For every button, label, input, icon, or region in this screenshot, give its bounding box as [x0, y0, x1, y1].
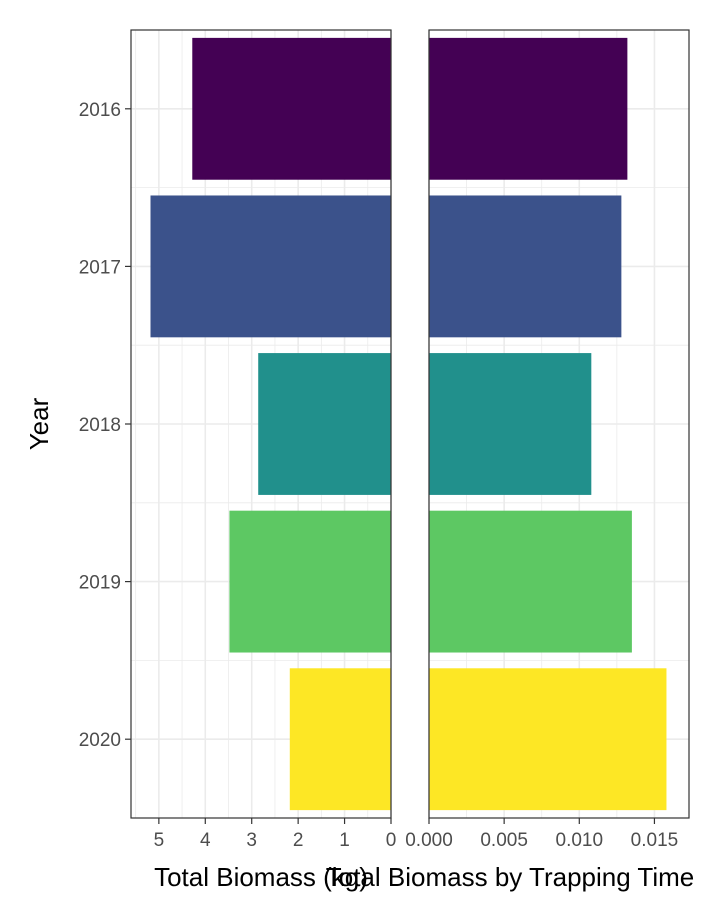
y-tick-label: 2016: [79, 100, 121, 121]
left-x-tick-label: 1: [339, 830, 350, 851]
y-tick-label: 2017: [79, 257, 121, 278]
right-panel-border: [428, 29, 690, 819]
y-axis-title: Year: [24, 397, 54, 450]
right-x-tick-label: 0.005: [480, 830, 528, 851]
left-bar-2018: [258, 353, 391, 495]
y-axis: 2016 2017 2018 2019 2020: [79, 100, 131, 751]
right-x-tick-label: 0.000: [405, 830, 453, 851]
right-x-axis-title: Total Biomass by Trapping Time: [326, 862, 695, 892]
right-bar-2020: [429, 668, 667, 811]
left-bar-2017: [150, 195, 391, 338]
y-tick-label: 2019: [79, 573, 121, 594]
right-bar-2019: [429, 510, 632, 653]
left-bar-2020: [289, 668, 391, 811]
right-bar-2016: [429, 37, 628, 180]
left-panel: 5 4 3 2 1 0: [130, 29, 397, 851]
left-bar-2016: [192, 37, 391, 180]
left-x-tick-label: 2: [293, 830, 304, 851]
right-x-tick-label: 0.010: [556, 830, 604, 851]
y-tick-label: 2018: [79, 415, 121, 436]
left-x-tick-label: 5: [154, 830, 165, 851]
left-x-tick-label: 3: [246, 830, 257, 851]
y-tick-label: 2020: [79, 730, 121, 751]
right-x-tick-label: 0.015: [631, 830, 679, 851]
right-bar-2018: [429, 353, 592, 495]
left-x-tick-label: 4: [200, 830, 211, 851]
left-bar-2019: [229, 510, 391, 653]
left-x-tick-label: 0: [386, 830, 397, 851]
left-x-axis-title: Total Biomass (kg): [154, 862, 368, 892]
right-bar-2017: [429, 195, 622, 338]
right-panel: 0.000 0.005 0.010 0.015: [405, 29, 690, 851]
